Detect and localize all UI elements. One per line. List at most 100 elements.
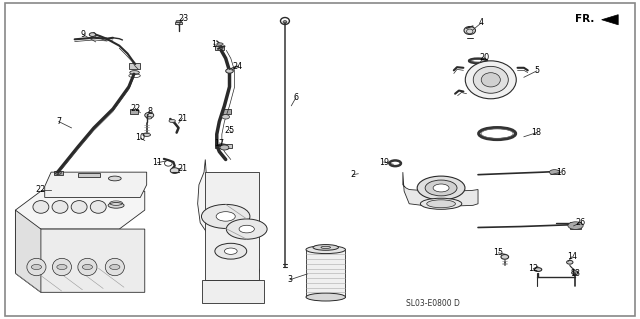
Text: 10: 10 xyxy=(135,133,145,143)
Text: 5: 5 xyxy=(534,66,540,76)
Ellipse shape xyxy=(170,168,179,174)
Polygon shape xyxy=(15,191,145,229)
Ellipse shape xyxy=(78,258,97,276)
Ellipse shape xyxy=(176,20,181,22)
Text: 2: 2 xyxy=(351,170,356,179)
Ellipse shape xyxy=(27,258,46,276)
Text: 11: 11 xyxy=(152,158,163,167)
Ellipse shape xyxy=(427,200,456,208)
Polygon shape xyxy=(205,172,259,280)
Ellipse shape xyxy=(108,176,121,181)
Text: 13: 13 xyxy=(570,269,580,278)
Ellipse shape xyxy=(465,61,516,99)
Polygon shape xyxy=(198,160,259,289)
Ellipse shape xyxy=(481,73,500,87)
Polygon shape xyxy=(15,229,145,292)
Ellipse shape xyxy=(143,133,150,137)
Text: 3: 3 xyxy=(287,275,292,284)
Text: 15: 15 xyxy=(493,248,504,257)
Polygon shape xyxy=(78,173,100,177)
Circle shape xyxy=(215,243,246,259)
Ellipse shape xyxy=(425,180,457,196)
Ellipse shape xyxy=(52,201,68,213)
Ellipse shape xyxy=(52,258,72,276)
Text: 21: 21 xyxy=(177,165,188,174)
Ellipse shape xyxy=(105,258,124,276)
Ellipse shape xyxy=(33,201,49,213)
Ellipse shape xyxy=(71,201,87,213)
Polygon shape xyxy=(45,172,147,197)
Text: 24: 24 xyxy=(232,62,242,71)
Text: 22: 22 xyxy=(36,185,46,194)
Circle shape xyxy=(568,222,583,229)
Text: 22: 22 xyxy=(130,104,140,113)
Circle shape xyxy=(239,225,254,233)
Text: 14: 14 xyxy=(566,252,577,261)
Polygon shape xyxy=(215,46,225,50)
Text: 8: 8 xyxy=(147,107,152,116)
Polygon shape xyxy=(54,171,63,175)
Polygon shape xyxy=(202,280,264,303)
Text: 18: 18 xyxy=(532,128,541,137)
Ellipse shape xyxy=(464,26,476,34)
Polygon shape xyxy=(550,170,559,174)
Polygon shape xyxy=(222,109,231,114)
Polygon shape xyxy=(129,63,140,69)
Text: 21: 21 xyxy=(177,114,188,123)
Text: SL03-E0800 D: SL03-E0800 D xyxy=(406,299,460,308)
Ellipse shape xyxy=(534,268,541,271)
Text: 25: 25 xyxy=(225,126,235,135)
Ellipse shape xyxy=(501,255,509,259)
Ellipse shape xyxy=(130,70,140,74)
Text: 4: 4 xyxy=(479,19,484,27)
Ellipse shape xyxy=(222,115,230,119)
Circle shape xyxy=(83,264,93,270)
Text: 20: 20 xyxy=(479,53,490,62)
Text: 1: 1 xyxy=(211,40,216,48)
Circle shape xyxy=(225,248,237,254)
Ellipse shape xyxy=(145,112,154,118)
Circle shape xyxy=(549,170,559,175)
Ellipse shape xyxy=(417,176,465,200)
Text: 26: 26 xyxy=(575,218,585,227)
Ellipse shape xyxy=(473,66,508,93)
Circle shape xyxy=(216,212,236,221)
Ellipse shape xyxy=(572,271,578,275)
Text: 23: 23 xyxy=(179,14,189,23)
Text: 6: 6 xyxy=(293,93,298,102)
Text: 16: 16 xyxy=(556,168,566,177)
Circle shape xyxy=(57,264,67,270)
Ellipse shape xyxy=(313,245,339,250)
Ellipse shape xyxy=(306,246,346,254)
Ellipse shape xyxy=(433,184,449,192)
Ellipse shape xyxy=(147,116,152,119)
Ellipse shape xyxy=(169,119,175,122)
Polygon shape xyxy=(570,222,581,229)
Ellipse shape xyxy=(566,260,573,264)
Text: 17: 17 xyxy=(214,138,225,148)
Polygon shape xyxy=(175,22,182,24)
Text: FR.: FR. xyxy=(575,14,594,24)
Ellipse shape xyxy=(226,69,234,73)
Polygon shape xyxy=(602,15,618,25)
Polygon shape xyxy=(15,210,41,292)
Text: 9: 9 xyxy=(81,30,86,39)
Circle shape xyxy=(109,264,120,270)
Ellipse shape xyxy=(217,43,223,45)
Circle shape xyxy=(227,219,267,239)
Text: 19: 19 xyxy=(379,158,388,167)
Polygon shape xyxy=(403,172,478,206)
Ellipse shape xyxy=(108,203,124,208)
Polygon shape xyxy=(216,144,232,148)
Ellipse shape xyxy=(420,198,462,209)
Circle shape xyxy=(202,204,250,228)
Ellipse shape xyxy=(90,33,96,36)
Ellipse shape xyxy=(220,145,229,150)
Ellipse shape xyxy=(306,293,346,301)
Ellipse shape xyxy=(90,201,106,213)
Polygon shape xyxy=(306,250,346,297)
Circle shape xyxy=(31,264,42,270)
Polygon shape xyxy=(130,109,138,114)
Text: 7: 7 xyxy=(56,117,61,126)
Text: 12: 12 xyxy=(529,264,538,273)
